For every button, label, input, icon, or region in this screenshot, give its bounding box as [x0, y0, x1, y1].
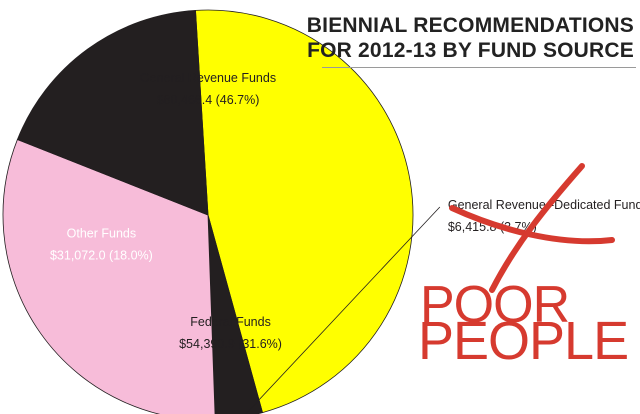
slice-label-name: Federal Funds: [190, 315, 271, 329]
slice-label-name: Other Funds: [67, 227, 136, 241]
pie-slice-federal-funds: [2, 139, 216, 414]
slice-label-value: $31,072.0 (18.0%): [50, 249, 153, 263]
annotation-people: PEOPLE: [418, 311, 629, 371]
pie-slice-other-funds: [16, 9, 209, 216]
pie-slice-general-revenue-funds: [195, 9, 414, 414]
title-divider: [322, 67, 636, 68]
slice-label-value: $80,466.4 (46.7%): [157, 93, 260, 107]
callout-leader-line: [245, 206, 441, 414]
cross-stroke: [449, 205, 615, 245]
slice-label-name: General Revenue--Dedicated Funds: [448, 198, 640, 212]
pie-slice-general-revenue-dedicated-funds: [207, 214, 263, 414]
annotation-poor: POOR: [420, 276, 570, 334]
chart-title-line-1: BIENNIAL RECOMMENDATIONS: [306, 14, 634, 37]
cross-stroke: [489, 163, 585, 293]
slice-label-name: General Revenue Funds: [140, 71, 276, 85]
slice-label-value: $54,390.9 (31.6%): [179, 337, 282, 351]
chart-title-line-2: FOR 2012-13 BY FUND SOURCE: [307, 39, 634, 62]
